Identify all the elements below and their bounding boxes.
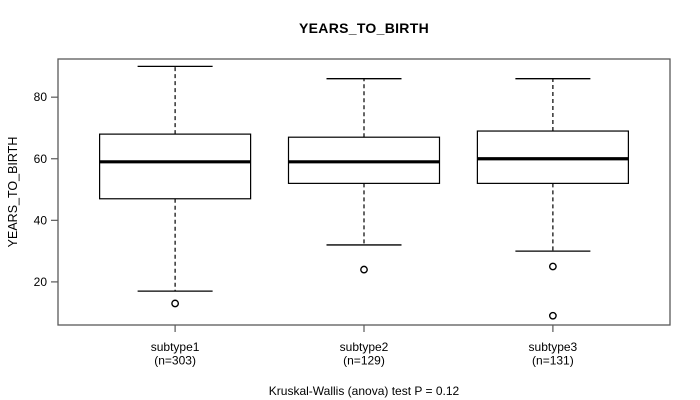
outlier-point xyxy=(548,262,557,271)
group-label: subtype2 xyxy=(340,340,389,354)
group-count-label: (n=303) xyxy=(154,354,196,368)
outlier-point xyxy=(171,299,180,308)
y-tick-label: 60 xyxy=(34,152,48,166)
y-tick-label: 80 xyxy=(34,90,48,104)
chart-title: YEARS_TO_BIRTH xyxy=(299,20,429,36)
y-tick-label: 40 xyxy=(34,213,48,227)
iqr-box xyxy=(99,133,252,200)
outlier-point xyxy=(360,265,368,274)
group-count-label: (n=131) xyxy=(532,354,574,368)
kruskal-wallis-annotation: Kruskal-Wallis (anova) test P = 0.12 xyxy=(268,384,460,398)
group-count-label: (n=129) xyxy=(343,354,385,368)
outlier-point xyxy=(548,311,557,320)
group-label: subtype1 xyxy=(151,340,200,354)
y-tick-label: 20 xyxy=(34,275,48,289)
group-label: subtype3 xyxy=(529,340,578,354)
